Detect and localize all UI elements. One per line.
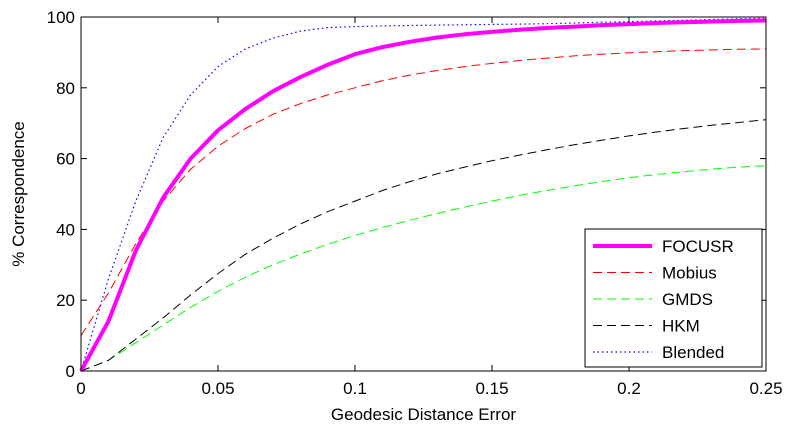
y-tick-label: 60 [56, 150, 75, 169]
y-tick-label: 0 [66, 362, 75, 381]
legend-label-focusr: FOCUSR [662, 237, 734, 256]
series-line-mobius [80, 48, 767, 336]
legend-label-hkm: HKM [662, 317, 700, 336]
y-axis-label: % Correspondence [9, 121, 28, 267]
series-layer [79, 17, 767, 372]
y-tick-label: 80 [56, 79, 75, 98]
y-tick-label: 100 [47, 8, 75, 27]
x-tick-label: 0 [76, 379, 85, 398]
x-tick-label: 0.15 [475, 379, 508, 398]
x-tick-label: 0.05 [201, 379, 234, 398]
axis-layer: 0 0.05 0.1 0.15 0.2 0.25 0 20 40 60 80 100 [47, 8, 783, 398]
x-tick-label: 0.1 [343, 379, 367, 398]
y-tick-label: 40 [56, 220, 75, 239]
series-line-focusr [79, 18, 767, 372]
y-tick-label: 20 [56, 291, 75, 310]
x-tick-label: 0.2 [617, 379, 641, 398]
legend: FOCUSR Mobius GMDS HKM Blended [584, 228, 763, 368]
x-tick-label: 0.25 [749, 379, 782, 398]
series-line-hkm [80, 119, 767, 372]
legend-box [584, 228, 763, 368]
legend-label-mobius: Mobius [662, 264, 717, 283]
legend-label-gmds: GMDS [662, 290, 713, 309]
x-axis-label: Geodesic Distance Error [331, 405, 517, 424]
plot-frame [80, 16, 767, 372]
legend-label-blended: Blended [662, 343, 724, 362]
series-line-gmds [80, 165, 767, 372]
